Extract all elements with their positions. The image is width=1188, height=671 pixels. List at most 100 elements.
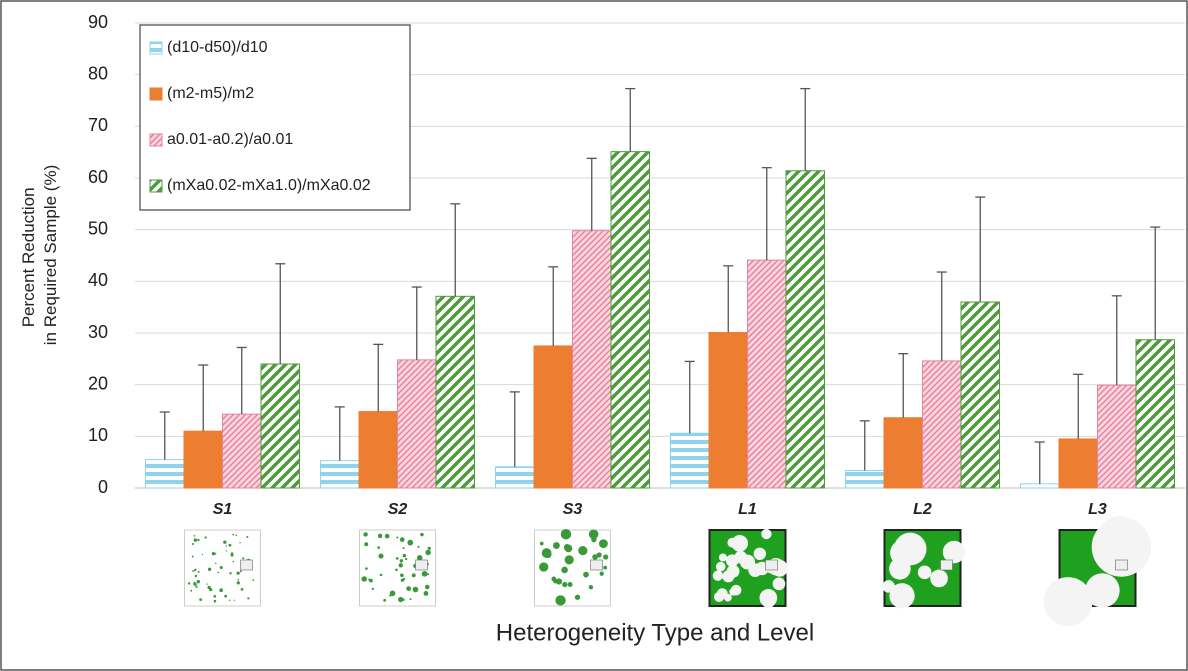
thumb-inset — [416, 560, 428, 570]
thumb-speck — [401, 579, 404, 582]
thumb-speck — [413, 587, 419, 593]
thumb-speck — [568, 582, 573, 587]
bar — [961, 302, 1000, 488]
thumb-speck — [427, 573, 429, 575]
y-tick-label: 20 — [88, 373, 108, 393]
y-tick-label: 60 — [88, 167, 108, 187]
thumb-speck — [252, 579, 254, 581]
thumb-inset — [1116, 560, 1128, 570]
y-tick-label: 0 — [98, 477, 108, 497]
thumb-inset — [591, 560, 603, 570]
thumb-speck — [194, 569, 196, 571]
y-tick-label: 40 — [88, 270, 108, 290]
thumb-speck — [378, 534, 383, 539]
bar — [671, 433, 710, 488]
legend-swatch — [150, 134, 162, 146]
thumb-speck — [195, 575, 197, 577]
thumb-speck — [223, 541, 226, 544]
thumb-speck — [219, 589, 223, 593]
thumb-speck — [578, 546, 587, 555]
chart: Percent Reduction in Required Sample (%)… — [0, 0, 1188, 671]
thumb-speck — [602, 542, 607, 547]
bar — [184, 431, 223, 488]
thumb-speck — [368, 579, 370, 581]
thumb-speck — [713, 570, 723, 580]
thumb-speck — [592, 554, 598, 560]
thumb-speck — [214, 600, 217, 603]
x-tick-label: L1 — [738, 501, 757, 518]
thumb-speck — [417, 555, 423, 561]
x-tick-label: S2 — [388, 501, 408, 518]
thumb-speck — [406, 586, 411, 591]
thumb-speck — [542, 548, 552, 558]
bar — [261, 364, 300, 488]
thumb-speck — [400, 573, 404, 577]
legend-label: a0.01-a0.2)/a0.01 — [167, 131, 293, 148]
thumb-speck — [378, 553, 383, 558]
thumb-speck — [212, 552, 215, 555]
thumb-speck — [575, 595, 580, 600]
legend-label: (mXa0.02-mXa1.0)/mXa0.02 — [167, 177, 371, 194]
y-tick-label: 30 — [88, 322, 108, 342]
thumb-speck — [385, 534, 390, 539]
thumb-speck — [226, 545, 227, 546]
thumb-speck — [603, 554, 608, 559]
bar — [573, 231, 612, 488]
thumb-speck — [247, 597, 249, 599]
thumb-speck — [754, 548, 766, 560]
thumb-speck — [719, 553, 727, 561]
bar — [1021, 484, 1060, 488]
thumb-speck — [918, 566, 932, 580]
thumb-speck — [424, 591, 429, 596]
thumb-speck — [214, 595, 217, 598]
thumb-speck — [562, 582, 567, 587]
thumb-speck — [412, 573, 416, 577]
bar — [436, 296, 475, 488]
thumbnail — [185, 530, 261, 606]
thumb-speck — [561, 529, 571, 539]
thumb-speck — [230, 553, 233, 556]
thumb-speck — [773, 578, 786, 591]
thumb-speck — [561, 567, 568, 574]
thumb-speck — [363, 532, 367, 536]
thumb-speck — [232, 534, 234, 536]
thumb-speck — [396, 537, 398, 539]
thumb-speck — [199, 598, 202, 601]
thumb-speck — [220, 566, 223, 569]
thumb-speck — [194, 535, 196, 537]
bar — [534, 346, 573, 488]
thumb-speck — [206, 583, 207, 584]
thumb-speck — [583, 572, 589, 578]
thumb-speck — [930, 570, 948, 588]
bar — [1059, 439, 1098, 488]
thumb-speck — [400, 537, 405, 542]
thumb-speck — [229, 600, 230, 601]
legend-label: (m2-m5)/m2 — [167, 85, 254, 102]
thumb-inset — [766, 560, 778, 570]
thumb-speck — [372, 588, 374, 590]
thumb-speck — [565, 545, 573, 553]
y-label-line: in Required Sample (%) — [41, 165, 60, 345]
thumb-speck — [553, 542, 560, 549]
thumb-speck — [241, 588, 244, 591]
thumb-speck — [889, 558, 911, 580]
thumbnail — [360, 530, 436, 606]
thumb-speck — [395, 568, 398, 571]
thumb-speck — [555, 595, 565, 605]
bar — [748, 260, 787, 488]
thumb-speck — [425, 550, 430, 555]
thumb-speck — [202, 554, 203, 555]
bar — [146, 460, 185, 488]
legend: (d10-d50)/d10(m2-m5)/m2a0.01-a0.2)/a0.01… — [140, 25, 410, 210]
bar — [786, 171, 825, 488]
thumb-speck — [234, 600, 235, 601]
thumb-speck — [364, 542, 368, 546]
thumb-speck — [229, 544, 232, 547]
thumb-speck — [716, 562, 726, 572]
thumb-speck — [365, 567, 368, 570]
thumb-speck — [242, 557, 244, 559]
thumbnail — [710, 529, 788, 608]
bar — [709, 332, 748, 488]
bar — [223, 414, 262, 488]
bar — [1098, 385, 1137, 488]
